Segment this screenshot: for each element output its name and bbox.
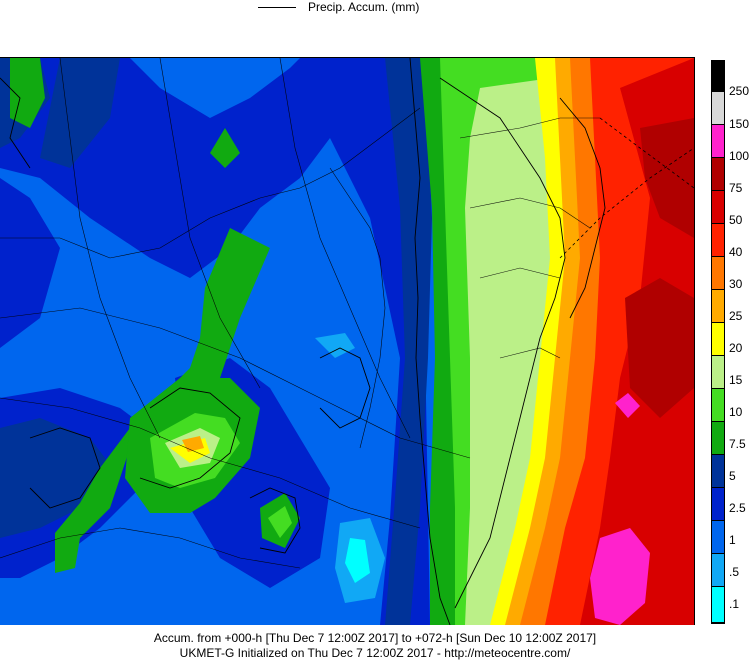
legend-label: Precip. Accum. (mm): [308, 0, 420, 14]
band-5mm-southwest: [0, 418, 120, 538]
top-legend: Precip. Accum. (mm): [0, 0, 750, 20]
patch-7p5mm-northwest: [10, 58, 45, 128]
band-2p5mm: [0, 58, 430, 625]
band-75mm-east: [625, 278, 694, 418]
legend-line-swatch: [258, 7, 296, 8]
colorbar-swatch: [712, 158, 724, 191]
colorbar: [711, 60, 725, 624]
band-2p5mm-west: [0, 178, 60, 348]
colorbar-swatch: [712, 356, 724, 389]
colorbar-swatch: [712, 191, 724, 224]
colorbar-label: 40: [729, 245, 743, 259]
colorbar-swatch: [712, 422, 724, 455]
footer-accumulation-period: Accum. from +000-h [Thu Dec 7 12:00Z 201…: [153, 631, 597, 645]
political-boundaries: [0, 58, 600, 569]
colorbar-swatch: [712, 257, 724, 290]
colorbar-label: 25: [729, 309, 743, 323]
colorbar-label: 10: [729, 405, 743, 419]
band-0p5mm-lake: [315, 333, 355, 358]
colorbar-label: 250: [729, 84, 750, 98]
band-25mm: [182, 436, 204, 452]
colorbar-label: 30: [729, 277, 743, 291]
band-75mm-northeast: [640, 118, 694, 238]
colorbar-label: 75: [729, 181, 743, 195]
colorbar-swatch: [712, 61, 724, 92]
patch-10mm-south: [268, 506, 292, 538]
colorbar-label: 50: [729, 213, 743, 227]
patch-7p5mm-north: [210, 128, 240, 168]
band-0p1mm: [345, 538, 370, 583]
patch-100mm-south: [590, 528, 650, 625]
band-5mm-strip: [385, 58, 432, 625]
colorbar-swatch: [712, 488, 724, 521]
footer-model-initialization: UKMET-G Initialized on Thu Dec 7 12:00Z …: [179, 646, 571, 660]
colorbar-swatch: [712, 323, 724, 356]
colorbar-swatch: [712, 521, 724, 554]
colorbar-label: 1: [729, 533, 736, 547]
colorbar-label: 2.5: [729, 501, 746, 515]
colorbar-label: 20: [729, 341, 743, 355]
colorbar-label: .5: [729, 565, 740, 579]
coastlines: [0, 58, 606, 625]
colorbar-label: 5: [729, 469, 736, 483]
colorbar-swatch: [712, 455, 724, 488]
map-canvas: [0, 58, 694, 625]
colorbar-label: 150: [729, 117, 750, 131]
colorbar-swatch: [712, 125, 724, 158]
colorbar-label: 100: [729, 149, 750, 163]
colorbar-swatch: [712, 290, 724, 323]
patch-100mm: [615, 393, 640, 418]
dashed-boundary-2: [599, 117, 694, 189]
colorbar-label: .1: [729, 597, 740, 611]
colorbar-swatch: [712, 587, 724, 623]
colorbar-swatch: [712, 389, 724, 422]
colorbar-label: 15: [729, 373, 743, 387]
precipitation-map: [0, 57, 695, 625]
colorbar-label: 7.5: [729, 437, 746, 451]
colorbar-swatch: [712, 224, 724, 257]
band-5mm-north: [40, 58, 120, 168]
colorbar-swatch: [712, 554, 724, 587]
colorbar-swatch: [712, 92, 724, 125]
